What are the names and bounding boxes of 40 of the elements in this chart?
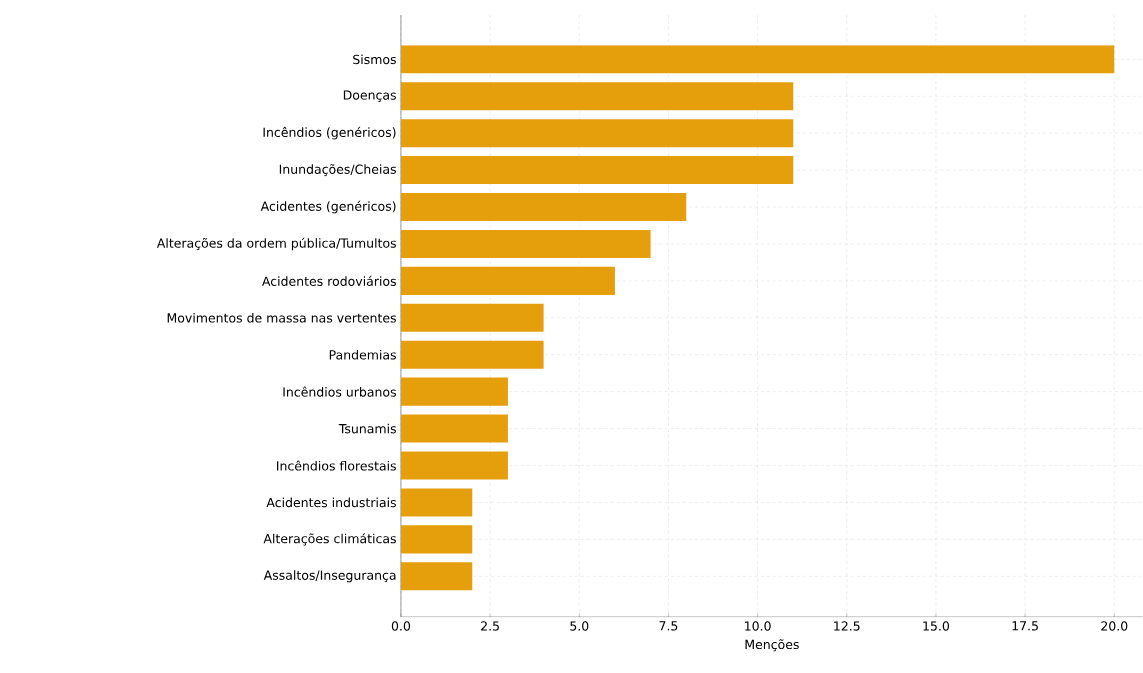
y-tick-label: Inundações/Cheias <box>279 164 396 177</box>
y-tick-label: Incêndios florestais <box>277 460 396 471</box>
y-tick-label: Sismos <box>353 54 396 65</box>
x-tick-label: 12.5 <box>834 621 860 631</box>
x-tick-label: 10.0 <box>745 621 771 631</box>
y-tick-label: Assaltos/Insegurança <box>263 570 396 583</box>
bar <box>400 82 794 111</box>
y-tick-label: Incêndios (genéricos) <box>263 126 396 140</box>
bar <box>400 229 651 259</box>
y-tick-label: Alterações climáticas <box>263 533 396 546</box>
x-tick-label: 17.5 <box>1012 621 1038 631</box>
bar <box>400 451 508 480</box>
y-tick-label: Doenças <box>343 90 396 103</box>
y-tick-label: Alterações da ordem pública/Tumultos <box>156 237 396 251</box>
bar <box>400 45 1115 74</box>
bar <box>400 156 794 185</box>
bar <box>400 414 508 443</box>
x-tick-label: 0.0 <box>391 621 411 631</box>
x-axis-title: Menções <box>745 639 799 652</box>
y-tick-label: Incêndios urbanos <box>283 386 396 397</box>
bar <box>400 193 687 222</box>
bar <box>400 266 615 295</box>
bar <box>400 119 794 148</box>
y-tick-label: Acidentes rodoviários <box>261 275 396 287</box>
x-tick-label: 20.0 <box>1101 621 1128 631</box>
bar <box>400 303 544 332</box>
bar <box>400 340 544 369</box>
y-tick-label: Acidentes industriais <box>266 497 396 508</box>
x-tick-label: 5.0 <box>570 621 589 631</box>
y-tick-label: Acidentes (genéricos) <box>260 200 396 214</box>
bar <box>400 525 473 554</box>
y-tick-label: Pandemias <box>329 349 396 360</box>
x-tick-label: 2.5 <box>481 621 499 631</box>
bar <box>400 377 508 406</box>
x-tick-label: 15.0 <box>923 621 950 631</box>
y-tick-label: Tsunamis <box>338 423 396 434</box>
y-tick-label: Movimentos de massa nas vertentes <box>167 313 396 323</box>
bar <box>400 488 473 517</box>
x-tick-label: 7.5 <box>659 621 678 631</box>
bar <box>400 562 473 591</box>
